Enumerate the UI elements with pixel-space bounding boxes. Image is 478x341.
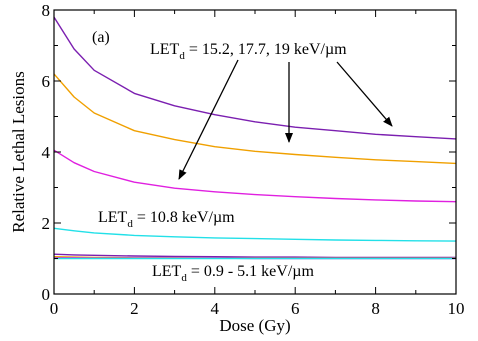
y-tick-label: 6	[42, 72, 51, 91]
y-tick-label: 8	[42, 1, 51, 20]
series-layer	[53, 16, 457, 260]
annotation-high-let: LETd = 15.2, 17.7, 19 keV/µm	[150, 41, 347, 62]
annotation-mid-let: LETd = 10.8 keV/µm	[98, 209, 235, 230]
series-line-2	[53, 73, 457, 165]
ticks-layer: 0 2 4 6 8 10 0 2 4 6 8	[42, 1, 465, 318]
x-tick-label: 8	[371, 299, 380, 318]
y-tick-label: 2	[42, 214, 51, 233]
series-line-3	[53, 149, 457, 203]
x-tick-label: 2	[130, 299, 139, 318]
series-line-4	[53, 227, 457, 242]
x-tick-label: 10	[448, 299, 465, 318]
x-tick-label: 4	[211, 299, 220, 318]
panel-label: (a)	[92, 29, 110, 46]
plot-frame	[53, 9, 457, 295]
x-tick-label: 6	[291, 299, 300, 318]
arrow-to-lower-curve	[178, 59, 239, 180]
annotation-low-let: LETd = 0.9 - 5.1 keV/µm	[152, 263, 315, 284]
arrow-to-upper-curve	[336, 61, 393, 127]
x-axis-label: Dose (Gy)	[219, 316, 290, 335]
series-line-1	[53, 16, 457, 140]
y-tick-label: 4	[42, 143, 51, 162]
y-axis-label: Relative Lethal Lesions	[9, 71, 28, 232]
x-tick-label: 0	[50, 299, 59, 318]
y-tick-label: 0	[42, 285, 51, 304]
